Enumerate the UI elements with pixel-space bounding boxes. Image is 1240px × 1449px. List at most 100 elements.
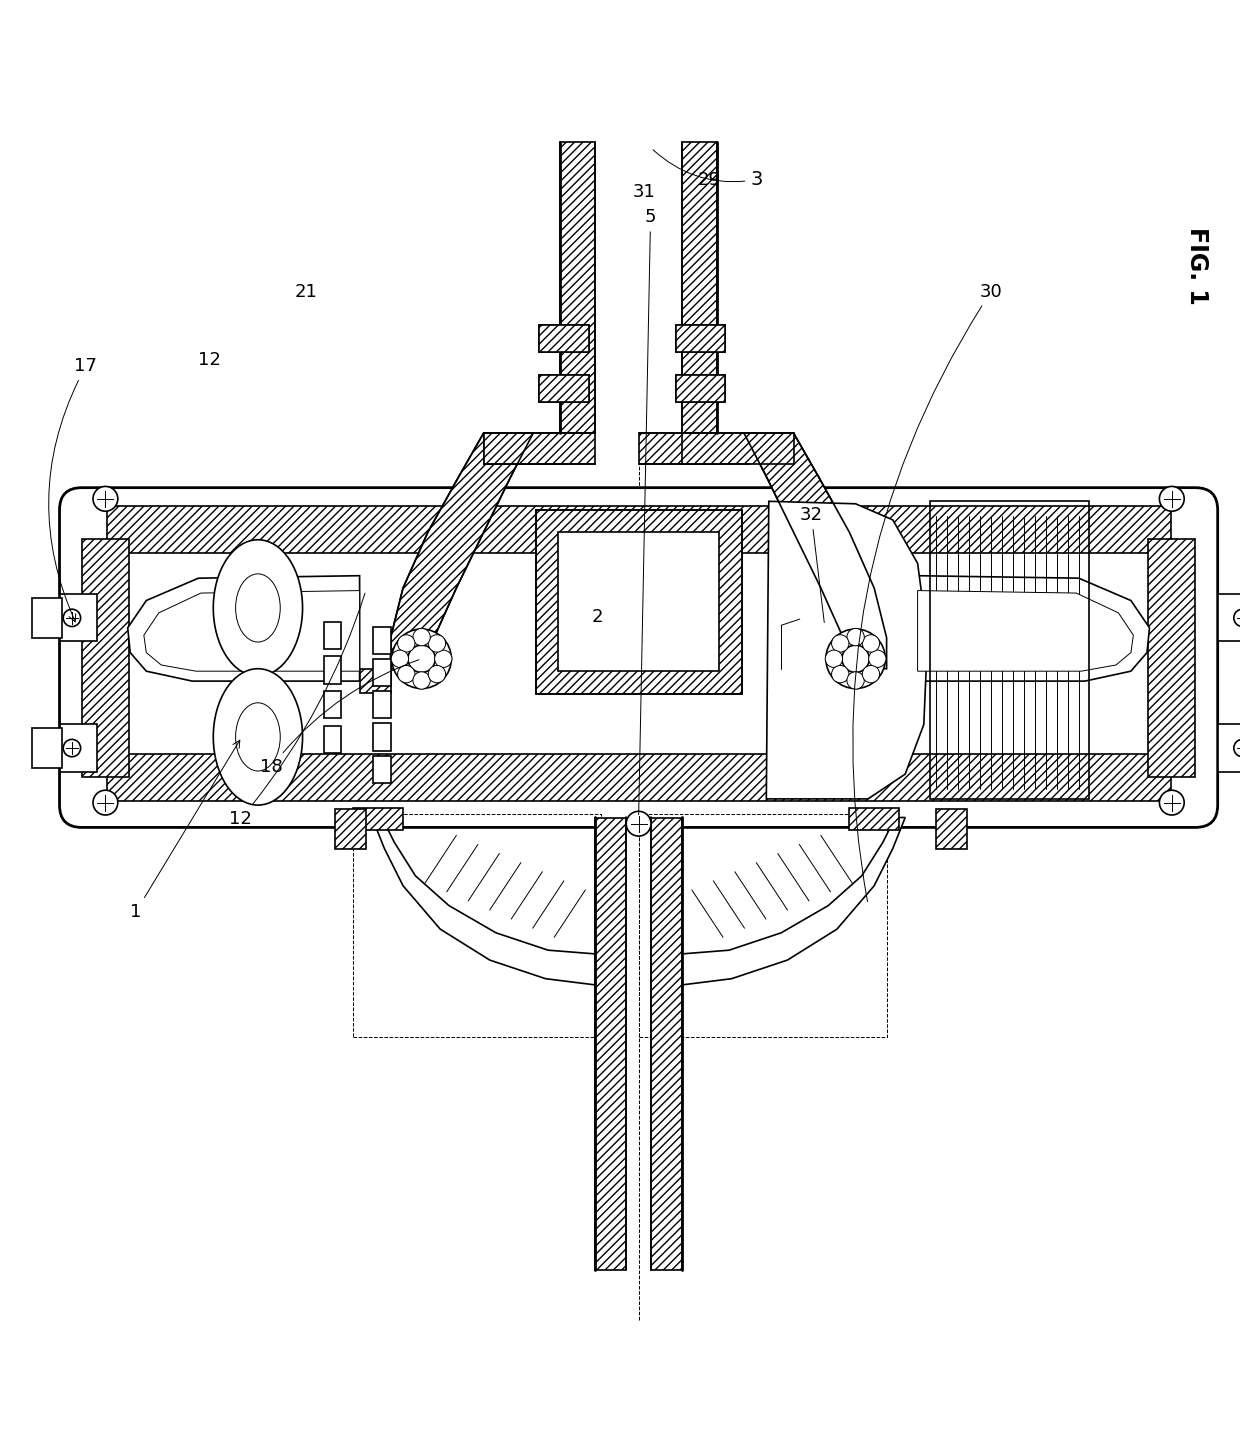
Text: FIG. 1: FIG. 1 [1184,227,1209,304]
Polygon shape [360,668,391,694]
Bar [353,814,601,1037]
Text: 12: 12 [229,593,365,827]
Bar [558,532,719,671]
Circle shape [832,635,849,652]
Circle shape [826,651,843,668]
Circle shape [832,665,849,682]
Bar [539,325,589,352]
Circle shape [93,790,118,814]
Polygon shape [766,501,928,798]
Circle shape [826,629,885,688]
Circle shape [408,645,435,672]
Circle shape [63,609,81,626]
Circle shape [413,629,430,646]
Bar [82,539,129,777]
Bar [32,598,62,638]
Circle shape [435,651,453,668]
Polygon shape [372,817,595,985]
Text: 31: 31 [632,184,655,201]
Circle shape [413,672,430,690]
Bar [583,142,694,433]
Bar [539,325,589,352]
Circle shape [1234,609,1240,626]
FancyBboxPatch shape [112,522,1166,788]
Bar [372,691,392,719]
Circle shape [868,651,885,668]
Bar [353,807,403,830]
Circle shape [398,635,415,652]
Bar [595,817,626,1271]
Circle shape [626,811,651,836]
Circle shape [862,665,879,682]
Circle shape [398,665,415,682]
Text: 2: 2 [591,607,603,626]
Ellipse shape [236,703,280,771]
Bar [560,142,595,433]
Bar [639,814,887,1037]
Bar [32,729,62,768]
Bar [930,501,1089,798]
Polygon shape [918,591,1133,671]
Text: 18: 18 [260,659,419,775]
Circle shape [1159,790,1184,814]
Bar [372,659,392,685]
Ellipse shape [213,668,303,806]
Text: 12: 12 [198,351,221,369]
Polygon shape [744,433,887,668]
Bar [1218,724,1240,772]
Bar [484,433,564,464]
Text: 32: 32 [800,506,825,623]
Text: 29: 29 [698,171,722,190]
Bar [682,142,717,433]
Polygon shape [128,575,360,681]
Text: 17: 17 [48,356,97,622]
Bar [539,375,589,403]
Circle shape [847,629,864,646]
Text: 3: 3 [653,149,763,190]
Circle shape [862,635,879,652]
Bar [536,510,742,694]
Bar [639,433,719,464]
Bar [849,807,899,830]
Bar [676,375,725,403]
Bar [539,375,589,403]
Ellipse shape [213,539,303,677]
Bar [60,724,97,772]
FancyBboxPatch shape [60,488,1218,827]
Circle shape [842,645,869,672]
Polygon shape [144,591,360,671]
Bar [651,817,682,1271]
Bar [324,622,341,649]
Bar [936,809,967,849]
Circle shape [392,651,409,668]
Bar [1218,594,1240,642]
Text: 21: 21 [295,283,317,301]
Bar [676,325,725,352]
Circle shape [428,665,445,682]
Circle shape [392,629,451,688]
Bar [536,510,742,694]
Bar [372,755,392,782]
Circle shape [428,635,445,652]
Polygon shape [887,668,918,694]
Circle shape [93,487,118,511]
Polygon shape [484,433,595,464]
Text: 1: 1 [130,740,239,920]
Bar [107,755,1171,801]
Bar [324,691,341,719]
Text: 5: 5 [639,209,656,814]
Bar [324,726,341,753]
Bar [107,506,1171,554]
Polygon shape [682,817,905,985]
Bar [335,809,366,849]
Circle shape [1159,487,1184,511]
Circle shape [847,672,864,690]
Bar [1148,539,1195,777]
Circle shape [1234,739,1240,756]
Text: 30: 30 [853,283,1002,901]
Bar [372,626,392,653]
Bar [372,723,392,751]
Bar [60,594,97,642]
Polygon shape [391,433,533,668]
Polygon shape [682,433,794,464]
